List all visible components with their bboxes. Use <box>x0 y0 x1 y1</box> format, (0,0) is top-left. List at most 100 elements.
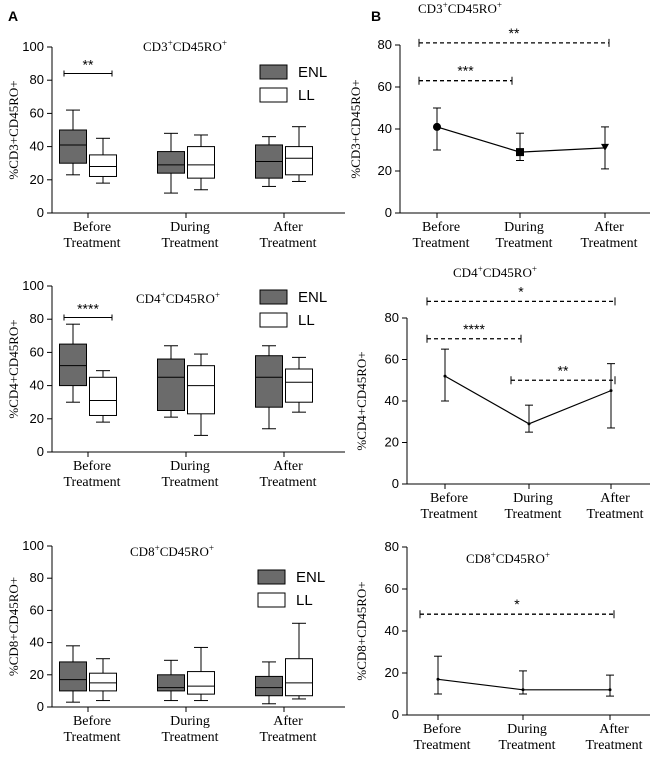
mean-point <box>608 688 612 692</box>
y-tick-label: 60 <box>30 105 44 120</box>
x-tick-label: Treatment <box>586 507 643 522</box>
y-axis-label: %CD4+CD45RO+ <box>354 351 369 450</box>
legend-label-ll: LL <box>298 87 315 104</box>
x-tick-label: During <box>170 714 210 729</box>
x-tick-label: Treatment <box>161 730 218 745</box>
y-tick-label: 0 <box>392 476 399 491</box>
y-tick-label: 100 <box>22 278 44 293</box>
y-tick-label: 20 <box>385 435 399 450</box>
y-tick-label: 0 <box>385 205 392 220</box>
x-tick-label: Treatment <box>412 236 469 251</box>
y-tick-label: 100 <box>22 39 44 54</box>
chart-title: CD4+CD45RO+ <box>136 290 220 306</box>
box-enl <box>157 674 185 692</box>
y-tick-label: 40 <box>30 139 44 154</box>
x-tick-label: Treatment <box>413 738 470 753</box>
y-tick-label: 40 <box>385 393 399 408</box>
chart-title: CD3+CD45RO+ <box>418 0 502 16</box>
legend-label-ll: LL <box>296 592 313 609</box>
x-tick-label: During <box>170 220 210 235</box>
x-tick-label: During <box>504 220 544 235</box>
y-tick-label: 0 <box>37 444 44 459</box>
x-tick-label: Before <box>423 722 461 737</box>
chart-title: CD8+CD45RO+ <box>130 543 214 559</box>
x-tick-label: Before <box>73 459 111 474</box>
legend-label-enl: ENL <box>298 64 327 81</box>
x-tick-label: Treatment <box>63 475 120 490</box>
chart-a3: 020406080100BeforeTreatmentDuringTreatme… <box>6 538 345 745</box>
y-tick-label: 40 <box>30 635 44 650</box>
y-tick-label: 80 <box>385 539 399 554</box>
y-tick-label: 0 <box>392 707 399 722</box>
x-tick-label: After <box>600 491 630 506</box>
significance-label: ** <box>558 362 569 378</box>
box-enl <box>59 129 87 164</box>
y-tick-label: 60 <box>385 581 399 596</box>
chart-a2: 020406080100BeforeTreatmentDuringTreatme… <box>6 278 345 490</box>
mean-point <box>433 122 441 131</box>
mean-line <box>444 375 612 425</box>
y-tick-label: 80 <box>30 570 44 585</box>
panel-label-a: A <box>8 8 19 24</box>
box-ll <box>89 154 117 177</box>
box-ll <box>187 365 215 415</box>
box-enl <box>255 355 283 408</box>
y-axis-label: %CD3+CD45RO+ <box>348 79 363 178</box>
box-ll <box>187 146 215 179</box>
y-tick-label: 80 <box>385 310 399 325</box>
significance-label: * <box>514 596 520 612</box>
mean-point <box>443 374 447 378</box>
y-tick-label: 20 <box>378 163 392 178</box>
box-ll <box>285 368 313 403</box>
x-tick-label: Before <box>430 491 468 506</box>
x-tick-label: After <box>594 220 624 235</box>
y-tick-label: 0 <box>37 699 44 714</box>
chart-title: CD3+CD45RO+ <box>143 38 227 54</box>
legend-label-ll: LL <box>298 312 315 329</box>
y-tick-label: 60 <box>378 79 392 94</box>
chart-title: CD8+CD45RO+ <box>466 550 550 566</box>
x-tick-label: Before <box>422 220 460 235</box>
mean-point <box>601 143 609 151</box>
y-tick-label: 60 <box>385 352 399 367</box>
x-tick-label: Before <box>73 220 111 235</box>
legend-swatch-enl <box>259 289 288 305</box>
chart-b3: 020406080BeforeTreatmentDuringTreatmentA… <box>354 539 650 753</box>
box-enl <box>255 675 283 697</box>
x-tick-label: Treatment <box>495 236 552 251</box>
x-tick-label: After <box>273 714 303 729</box>
box-ll <box>285 658 313 697</box>
box-enl <box>157 151 185 174</box>
box-ll <box>187 671 215 695</box>
mean-point <box>436 677 440 681</box>
y-tick-label: 80 <box>30 311 44 326</box>
y-tick-label: 40 <box>30 378 44 393</box>
panel-label-b: B <box>371 8 382 24</box>
legend-label-enl: ENL <box>298 289 327 306</box>
significance-label: **** <box>77 301 99 317</box>
box-enl <box>157 358 185 412</box>
x-tick-label: Treatment <box>498 738 555 753</box>
x-tick-label: Treatment <box>259 236 316 251</box>
x-tick-label: Treatment <box>63 730 120 745</box>
legend-swatch-enl <box>259 64 288 80</box>
chart-title: CD4+CD45RO+ <box>453 264 537 280</box>
significance-label: *** <box>457 63 474 79</box>
box-ll <box>285 146 313 176</box>
x-tick-label: After <box>599 722 629 737</box>
legend-swatch-ll <box>257 592 286 608</box>
box-ll <box>89 672 117 692</box>
x-tick-label: During <box>170 459 210 474</box>
significance-label: * <box>518 283 524 299</box>
x-tick-label: Before <box>73 714 111 729</box>
legend-swatch-ll <box>259 87 288 103</box>
box-enl <box>59 661 87 692</box>
y-tick-label: 40 <box>378 121 392 136</box>
mean-point <box>527 422 531 426</box>
y-tick-label: 20 <box>385 665 399 680</box>
significance-label: ** <box>83 57 94 73</box>
x-tick-label: Treatment <box>585 738 642 753</box>
y-tick-label: 60 <box>30 602 44 617</box>
